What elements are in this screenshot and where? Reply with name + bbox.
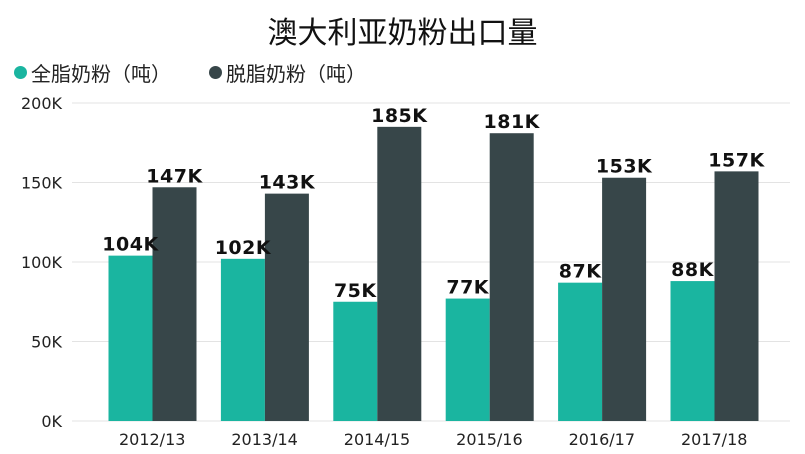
bar [108,255,153,421]
data-label: 185K [371,105,428,127]
data-label: 181K [484,111,541,133]
legend-swatch-skim-milk-powder [209,65,222,79]
data-label: 87K [559,261,602,283]
x-tick-label: 2016/17 [569,430,635,449]
bar [445,298,490,421]
y-tick-label: 50K [31,333,62,352]
bar [264,193,309,421]
x-axis: 2012/13 2013/14 2014/15 2015/16 2016/17 2017/… [119,430,747,449]
x-tick-label: 2017/18 [681,430,747,449]
bars [108,126,759,421]
legend-item-whole-milk-powder[interactable]: 全脂奶粉（吨） [14,58,171,87]
legend-label-skim-milk-powder: 脱脂奶粉（吨） [226,61,366,86]
bar [714,171,759,421]
data-labels: 104K 147K 102K 143K 75K 185K 77K 181K 87K 153K 88K… [102,105,765,302]
legend-label-whole-milk-powder: 全脂奶粉（吨） [31,61,171,86]
bar [602,177,647,421]
x-tick-label: 2013/14 [231,430,297,449]
y-axis: 0K 50K 100K 150K 200K [21,94,63,431]
legend-swatch-whole-milk-powder [14,65,27,79]
data-label: 88K [671,259,714,281]
data-label: 75K [334,280,377,302]
y-tick-label: 0K [41,412,62,431]
bar [152,187,197,421]
x-tick-label: 2015/16 [456,430,522,449]
bar [670,281,715,421]
bar [333,301,378,421]
legend-item-skim-milk-powder[interactable]: 脱脂奶粉（吨） [209,58,366,87]
legend: 全脂奶粉（吨） 脱脂奶粉（吨） [14,58,404,86]
chart-title: 澳大利亚奶粉出口量 [267,16,538,51]
y-tick-label: 150K [21,174,63,193]
bar [220,258,265,421]
x-tick-label: 2014/15 [344,430,410,449]
data-label: 153K [596,156,653,178]
data-label: 104K [102,234,159,256]
data-label: 77K [446,277,489,299]
y-tick-label: 200K [21,94,63,113]
bar [377,126,422,421]
data-label: 157K [708,149,765,171]
data-label: 102K [215,237,272,259]
y-tick-label: 100K [21,253,63,272]
bar [558,282,603,421]
data-label: 143K [259,172,316,194]
bar [489,133,534,421]
data-label: 147K [146,165,203,187]
x-tick-label: 2012/13 [119,430,185,449]
